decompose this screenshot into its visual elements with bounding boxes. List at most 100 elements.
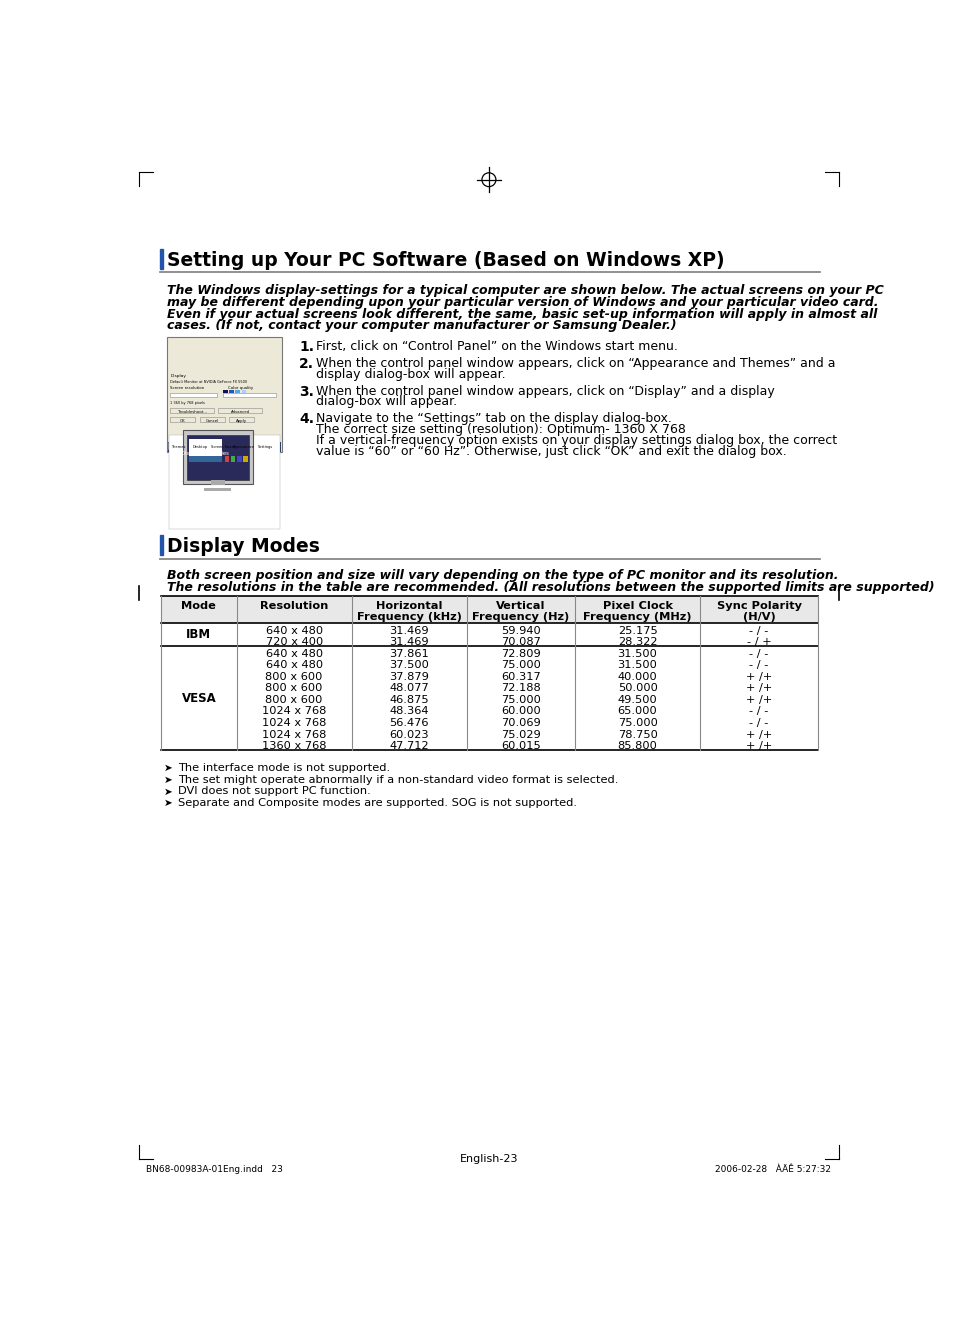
Text: + /+: + /+ [745,741,772,751]
Text: Apply: Apply [236,419,247,423]
Text: Vertical: Vertical [496,601,545,612]
Text: When the control panel window appears, click on “Appearance and Themes” and a: When the control panel window appears, c… [315,357,835,370]
Bar [231,456,235,463]
Text: 800 x 600: 800 x 600 [265,695,322,705]
Text: Display: Display [171,374,186,378]
Text: Frequency (MHz): Frequency (MHz) [582,612,691,622]
Text: 3.: 3. [298,385,314,398]
Bar [229,390,233,393]
Text: 37.500: 37.500 [389,660,429,670]
Text: 75.000: 75.000 [617,718,657,728]
Text: Navigate to the “Settings” tab on the display dialog-box.: Navigate to the “Settings” tab on the di… [315,413,671,426]
Text: Pixel Clock: Pixel Clock [602,601,672,612]
Text: - / -: - / - [749,718,768,728]
Text: Setting up Your PC Software (Based on Windows XP): Setting up Your PC Software (Based on Wi… [167,250,724,270]
Text: 2.: 2. [298,357,314,370]
Text: Sync Polarity: Sync Polarity [716,601,801,612]
Bar [183,430,253,484]
Text: Default Monitor at NVIDIA GeForce FX 5500: Default Monitor at NVIDIA GeForce FX 550… [171,380,247,384]
Text: The interface mode is not supported.: The interface mode is not supported. [178,763,390,772]
Text: Themes: Themes [172,444,186,448]
Text: 75.000: 75.000 [500,660,540,670]
Text: 800 x 600: 800 x 600 [265,672,322,681]
Text: 28.322: 28.322 [618,637,657,647]
Text: 31.500: 31.500 [617,660,657,670]
Text: 640 x 480: 640 x 480 [265,626,322,635]
Text: 40.000: 40.000 [617,672,657,681]
Bar [233,442,253,449]
Bar [224,456,229,463]
Text: English-23: English-23 [459,1153,517,1164]
Text: The correct size setting (resolution): Optimum- 1360 X 768: The correct size setting (resolution): O… [315,423,685,436]
Text: + /+: + /+ [745,695,772,705]
Bar [171,393,216,397]
Text: 50.000: 50.000 [617,683,657,693]
Text: 48.077: 48.077 [389,683,429,693]
Text: 1024 x 768: 1024 x 768 [262,729,326,739]
Text: 48.364: 48.364 [389,706,429,717]
Bar [223,393,275,397]
Text: 49.500: 49.500 [617,695,657,705]
Text: Even if your actual screens look different, the same, basic set-up information w: Even if your actual screens look differe… [167,307,877,320]
Text: IBM: IBM [186,629,212,642]
Text: + /+: + /+ [745,729,772,739]
Text: 1.: 1. [298,340,314,353]
Text: 720 x 400: 720 x 400 [265,637,322,647]
Text: Separate and Composite modes are supported. SOG is not supported.: Separate and Composite modes are support… [178,799,577,808]
Text: Horizontal: Horizontal [375,601,442,612]
Text: Resolution: Resolution [260,601,328,612]
Text: Mode: Mode [181,601,216,612]
Text: 640 x 480: 640 x 480 [265,660,322,670]
Bar [236,456,241,463]
Text: cases. (If not, contact your computer manufacturer or Samsung Dealer.): cases. (If not, contact your computer ma… [167,319,677,332]
Bar [168,442,189,449]
Text: Screen Save: Screen Save [211,444,233,448]
Text: 46.875: 46.875 [389,695,429,705]
Text: Display Properties: Display Properties [181,451,229,456]
Bar [169,435,280,530]
Bar [229,416,253,422]
Text: Screen resolution: Screen resolution [171,386,205,390]
Text: 60.015: 60.015 [500,741,540,751]
Text: 640 x 480: 640 x 480 [265,648,322,659]
Text: 37.879: 37.879 [389,672,429,681]
Text: (H/V): (H/V) [742,612,775,622]
Text: 47.712: 47.712 [389,741,429,751]
Bar [218,407,261,413]
Bar [223,390,228,393]
Text: OK: OK [180,419,186,423]
Bar [241,390,246,393]
Text: First, click on “Control Panel” on the Windows start menu.: First, click on “Control Panel” on the W… [315,340,678,353]
Text: value is “60” or “60 Hz”. Otherwise, just click “OK” and exit the dialog box.: value is “60” or “60 Hz”. Otherwise, jus… [315,444,786,457]
Bar [190,442,211,449]
Text: 1024 x 768: 1024 x 768 [262,718,326,728]
Text: 37.861: 37.861 [389,648,429,659]
Text: 70.087: 70.087 [500,637,540,647]
Text: Advanced: Advanced [231,410,250,414]
Text: 800 x 600: 800 x 600 [265,683,322,693]
Text: x: x [274,449,277,455]
Text: - / +: - / + [746,637,771,647]
Text: Color quality: Color quality [228,386,253,390]
Bar [199,416,224,422]
Text: ➤: ➤ [164,787,172,796]
Text: - / -: - / - [749,648,768,659]
Text: - / -: - / - [749,626,768,635]
Text: - / -: - / - [749,660,768,670]
Text: dialog-box will appear.: dialog-box will appear. [315,395,456,409]
Text: + /+: + /+ [745,683,772,693]
Text: 60.000: 60.000 [500,706,540,717]
Text: DVI does not support PC function.: DVI does not support PC function. [178,787,371,796]
Text: 1024 x 768: 1024 x 768 [262,706,326,717]
Text: 75.000: 75.000 [500,695,540,705]
Bar [271,443,280,451]
Bar [189,439,221,463]
Text: ➤: ➤ [164,799,172,808]
Text: 31.500: 31.500 [617,648,657,659]
Bar [171,407,213,413]
Bar [159,249,162,269]
Bar [212,442,233,449]
Bar [171,416,195,422]
Text: Desktop: Desktop [193,444,208,448]
Text: Appearance: Appearance [233,444,254,448]
